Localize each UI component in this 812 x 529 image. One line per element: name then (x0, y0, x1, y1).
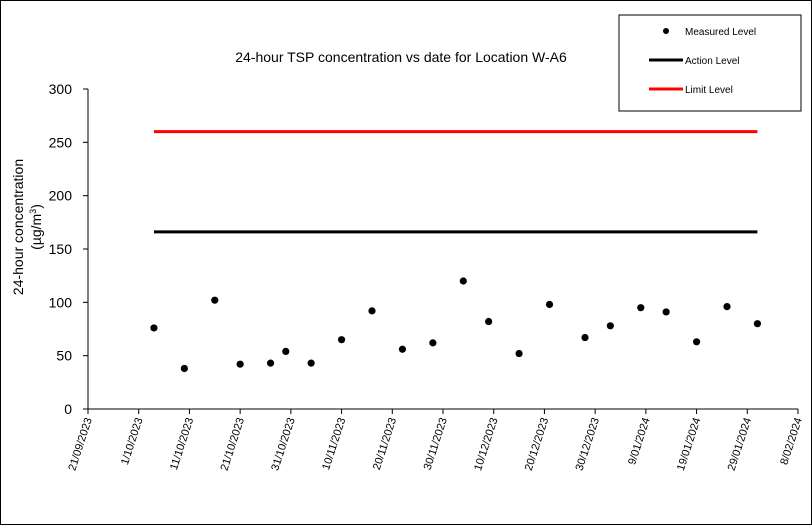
y-tick-label: 300 (49, 81, 73, 97)
y-axis-label: 24-hour concentration (µg/m3) (10, 159, 44, 295)
data-point (723, 303, 731, 311)
x-tick-label: 20/12/2023 (523, 416, 551, 472)
legend-box (618, 14, 802, 112)
data-point (236, 360, 244, 368)
data-point (485, 317, 493, 326)
x-tick-label: 20/11/2023 (371, 416, 399, 471)
data-point (398, 345, 407, 353)
data-point (515, 349, 523, 358)
y-tick-label: 150 (49, 241, 73, 257)
x-tick-label: 10/12/2023 (472, 416, 500, 472)
y-tick-label: 200 (49, 188, 73, 204)
reference-lines (153, 130, 758, 234)
data-point (753, 320, 762, 328)
y-axis-label-line1: 24-hour concentration (10, 159, 26, 295)
x-tick-label: 19/01/2024 (675, 416, 703, 472)
data-point (429, 339, 437, 347)
legend-label-action-level: Action Level (685, 56, 739, 67)
data-point (606, 322, 614, 330)
data-point (337, 336, 346, 344)
data-point (368, 307, 376, 315)
data-point (662, 308, 670, 316)
data-point (545, 300, 554, 309)
data-point (211, 296, 219, 304)
x-tick-label: 30/11/2023 (422, 416, 450, 471)
data-points (150, 277, 762, 373)
y-tick-label: 0 (64, 401, 72, 417)
x-ticks: 21/09/2023 1/10/2023 11/10/2023 21/10/2023 3… (66, 409, 805, 472)
y-ticks: 0 50 100 150 200 250 300 (49, 81, 88, 417)
x-tick-label: 29/01/2024 (726, 416, 754, 472)
x-tick-label: 9/01/2024 (626, 416, 653, 466)
x-tick-label: 30/12/2023 (574, 416, 602, 472)
data-point (307, 359, 315, 367)
data-point (150, 324, 158, 332)
x-tick-label: 21/10/2023 (219, 416, 247, 472)
y-axis-label-line2: (µg/m3) (28, 204, 44, 250)
legend-label-measured-level: Measured Level (685, 27, 756, 38)
data-point (282, 347, 290, 355)
data-point (637, 304, 645, 312)
x-tick-label: 8/02/2024 (778, 416, 805, 466)
chart-title: 24-hour TSP concentration vs date for Lo… (235, 49, 567, 65)
y-tick-label: 50 (56, 348, 72, 364)
data-point (266, 359, 275, 367)
x-tick-label: 21/09/2023 (66, 416, 94, 472)
axes (87, 89, 798, 410)
x-tick-label: 31/10/2023 (269, 416, 297, 472)
legend: Measured Level Action Level Limit Level (618, 14, 802, 112)
legend-marker-measured-level (663, 28, 669, 34)
x-tick-label: 10/11/2023 (320, 416, 348, 471)
y-tick-label: 250 (49, 134, 73, 150)
x-tick-label: 1/10/2023 (119, 416, 146, 466)
x-tick-label: 11/10/2023 (168, 416, 196, 471)
legend-label-limit-level: Limit Level (685, 85, 733, 96)
y-tick-label: 100 (49, 294, 73, 310)
data-point (581, 333, 589, 342)
data-point (459, 277, 467, 285)
data-point (692, 338, 701, 346)
data-point (180, 364, 188, 373)
